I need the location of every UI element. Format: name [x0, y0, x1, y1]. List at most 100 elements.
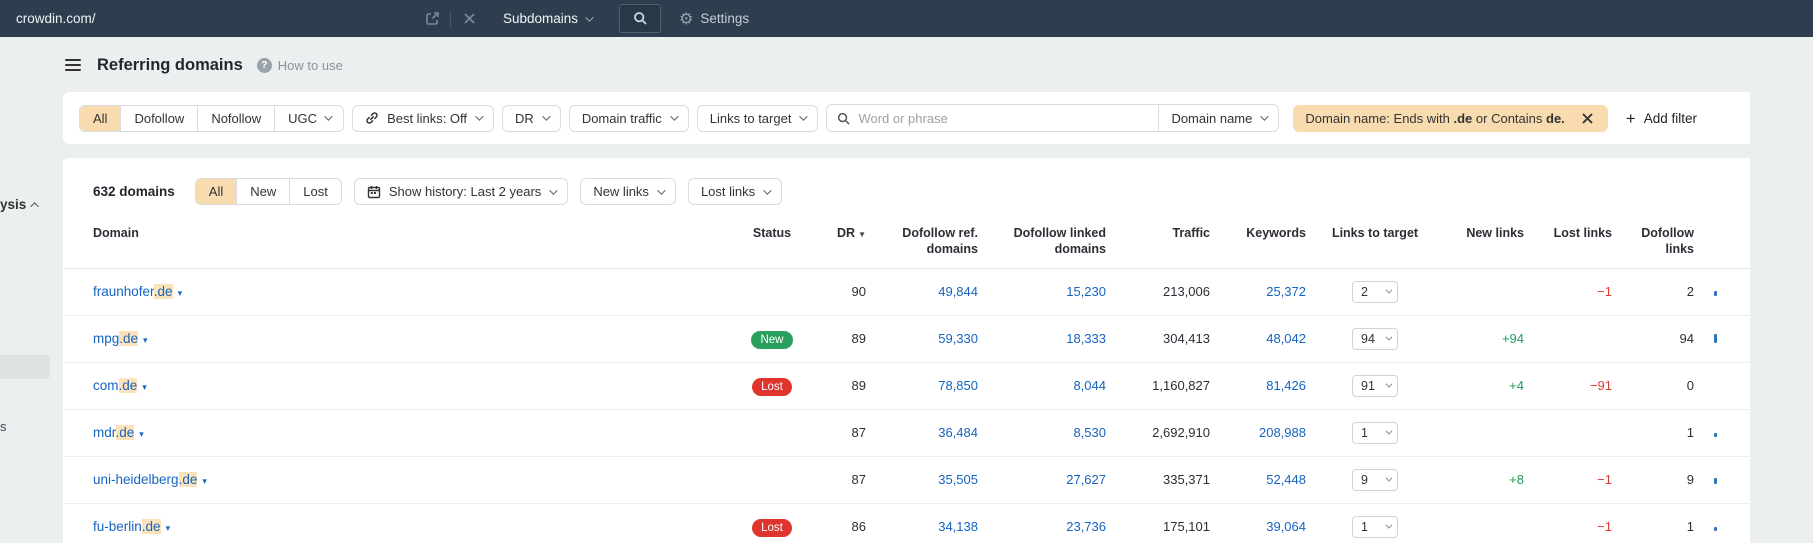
spark-cell [1704, 267, 1750, 315]
sparkline [1714, 291, 1717, 296]
domain-link[interactable]: uni-heidelberg.de [93, 472, 198, 487]
chevron-down-icon [541, 112, 551, 121]
dofollow-ref-domains-link[interactable]: 36,484 [938, 425, 978, 440]
link-type-segment-label: UGC [288, 110, 318, 126]
column-label: Dofollow links [1641, 226, 1694, 257]
domain-dropdown-caret-icon[interactable] [166, 523, 171, 533]
column-header-dr[interactable]: DR [814, 221, 876, 268]
chevron-down-icon [475, 112, 484, 121]
status-segment-all[interactable]: All [195, 179, 237, 204]
link-type-segment-dofollow[interactable]: Dofollow [120, 105, 198, 131]
dofollow-linked-domains-link[interactable]: 18,333 [1066, 331, 1106, 346]
column-header-domain[interactable]: Domain [63, 221, 730, 268]
keywords-link[interactable]: 208,988 [1259, 425, 1306, 440]
mode-selector-dropdown[interactable]: Subdomains [481, 0, 609, 37]
column-header-dofollow_linked[interactable]: Dofollow linked domains [988, 221, 1116, 268]
status-segment-new[interactable]: New [236, 179, 290, 204]
dr-filter-button[interactable]: DR [502, 104, 561, 132]
domain-highlighted-match: .de [141, 519, 161, 534]
column-header-lost_links[interactable]: Lost links [1534, 221, 1622, 268]
open-in-new-tab-icon[interactable] [420, 7, 444, 31]
add-filter-button[interactable]: Add filter [1626, 110, 1697, 127]
domain-dropdown-caret-icon[interactable] [142, 382, 147, 392]
domain-dropdown-caret-icon[interactable] [178, 288, 183, 298]
column-header-dofollow_ref[interactable]: Dofollow ref. domains [876, 221, 988, 268]
dofollow-links-cell: 2 [1622, 267, 1704, 315]
domain-link[interactable]: com.de [93, 378, 138, 393]
column-header-status[interactable]: Status [730, 221, 814, 268]
column-header-traffic[interactable]: Traffic [1116, 221, 1220, 268]
domain-link[interactable]: fraunhofer.de [93, 284, 173, 299]
dofollow-ref-domains-link[interactable]: 34,138 [938, 519, 978, 534]
links-to-target-select[interactable]: 2 [1352, 280, 1398, 303]
dofollow-ref-domains-link[interactable]: 78,850 [938, 378, 978, 393]
dofollow-linked-domains-link[interactable]: 8,044 [1073, 378, 1106, 393]
page-header: Referring domains How to use [63, 50, 1813, 80]
link-type-segment-all[interactable]: All [80, 105, 121, 131]
keywords-link[interactable]: 25,372 [1266, 284, 1306, 299]
target-input[interactable] [16, 11, 420, 26]
domain-dropdown-caret-icon[interactable] [139, 429, 144, 439]
remove-filter-icon[interactable] [1579, 110, 1596, 127]
link-type-segment-nofollow[interactable]: Nofollow [197, 105, 275, 131]
column-header-new_links[interactable]: New links [1434, 221, 1534, 268]
chevron-down-icon [1385, 427, 1393, 435]
column-header-dofollow_links[interactable]: Dofollow links [1622, 221, 1704, 268]
dofollow-ref-domains-link[interactable]: 49,844 [938, 284, 978, 299]
links-to-target-select[interactable]: 1 [1352, 515, 1398, 538]
links-to-target-select[interactable]: 9 [1352, 468, 1398, 491]
status-cell [730, 455, 814, 503]
sidebar-section-fragment[interactable]: ysis [0, 197, 40, 212]
keywords-link[interactable]: 52,448 [1266, 472, 1306, 487]
domain-cell: mpg.de [63, 314, 730, 362]
show-history-button[interactable]: Show history: Last 2 years [353, 178, 569, 205]
table-body: fraunhofer.de9049,84415,230213,00625,372… [63, 267, 1750, 543]
column-header-links_to_target[interactable]: Links to target [1316, 221, 1434, 268]
links-to-target-select[interactable]: 94 [1352, 327, 1398, 350]
column-header-keywords[interactable]: Keywords [1220, 221, 1316, 268]
new-links-cell: +8 [1434, 455, 1534, 503]
page-title: Referring domains [97, 55, 243, 74]
dofollow-linked-domains-link[interactable]: 8,530 [1073, 425, 1106, 440]
links-to-target-select[interactable]: 1 [1352, 421, 1398, 444]
calendar-icon [367, 185, 381, 198]
chevron-down-icon [1385, 286, 1393, 294]
links-to-target-value: 2 [1361, 284, 1368, 299]
dofollow-linked-domains-link[interactable]: 15,230 [1066, 284, 1106, 299]
dofollow-linked-domains-link[interactable]: 23,736 [1066, 519, 1106, 534]
domain-dropdown-caret-icon[interactable] [143, 335, 148, 345]
sidebar-item-fragment[interactable] [0, 355, 50, 379]
links-to-target-select[interactable]: 91 [1352, 374, 1398, 397]
clear-input-icon[interactable] [457, 7, 481, 31]
reports-menu-icon[interactable] [63, 55, 83, 75]
domain-link[interactable]: mdr.de [93, 425, 135, 440]
keywords-link[interactable]: 48,042 [1266, 331, 1306, 346]
link-type-segment-ugc[interactable]: UGC [274, 105, 344, 131]
keywords-link[interactable]: 39,064 [1266, 519, 1306, 534]
column-header-spark[interactable] [1704, 221, 1750, 268]
lost-links-cell [1534, 408, 1622, 456]
new-links-dropdown[interactable]: New links [580, 178, 676, 205]
sort-desc-icon [858, 230, 866, 239]
search-button[interactable] [619, 4, 662, 33]
domain-link[interactable]: mpg.de [93, 331, 139, 346]
chevron-up-icon [30, 201, 40, 211]
links-to-target-filter-button[interactable]: Links to target [696, 104, 819, 132]
settings-button[interactable]: Settings [679, 9, 749, 29]
dofollow-linked-domains-link[interactable]: 27,627 [1066, 472, 1106, 487]
dofollow-ref-domains-link[interactable]: 59,330 [938, 331, 978, 346]
lost-links-dropdown[interactable]: Lost links [687, 178, 783, 205]
domain-cell: com.de [63, 361, 730, 409]
sidebar-fragment-label: ysis [0, 197, 27, 212]
how-to-use-link[interactable]: How to use [256, 57, 343, 73]
domain-traffic-filter-button[interactable]: Domain traffic [568, 104, 689, 132]
dofollow-ref-domains-link[interactable]: 35,505 [938, 472, 978, 487]
domain-dropdown-caret-icon[interactable] [202, 476, 207, 486]
status-badge: Lost [752, 378, 792, 396]
keywords-link[interactable]: 81,426 [1266, 378, 1306, 393]
best-links-button[interactable]: Best links: Off [352, 104, 495, 132]
domain-link[interactable]: fu-berlin.de [93, 519, 161, 534]
word-or-phrase-input[interactable] [858, 110, 1159, 126]
domain-name-dropdown[interactable]: Domain name [1159, 105, 1278, 131]
status-segment-lost[interactable]: Lost [289, 179, 341, 204]
